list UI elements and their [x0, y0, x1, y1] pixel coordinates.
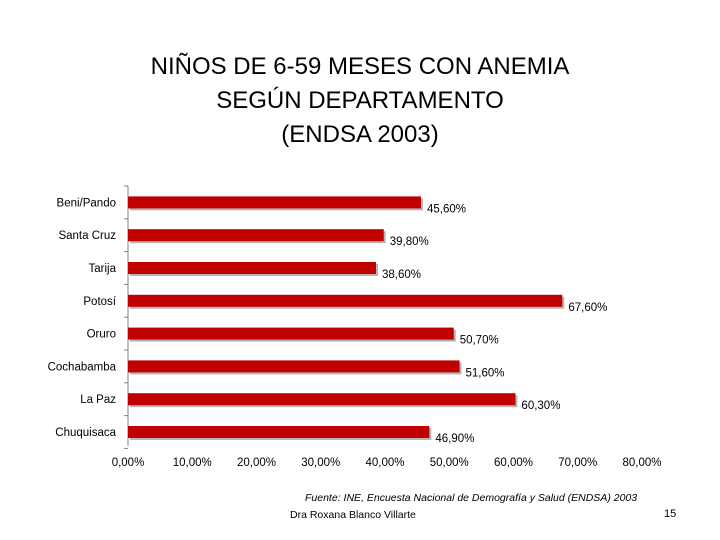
- x-tick-label: 70,00%: [558, 457, 597, 469]
- title-line-1: NIÑOS DE 6-59 MESES CON ANEMIA: [150, 53, 570, 80]
- category-label: La Paz: [80, 394, 116, 406]
- bar-beni-pando: [128, 196, 421, 209]
- bar-chuquisaca: [128, 426, 430, 438]
- x-tick-label: 0,00%: [112, 457, 145, 469]
- x-tick-label: 60,00%: [494, 457, 533, 469]
- title-line-2: SEGÚN DEPARTAMENTO: [216, 87, 504, 114]
- x-tick-label: 30,00%: [301, 457, 340, 469]
- bar-tarija: [128, 262, 377, 274]
- category-label: Cochabamba: [48, 361, 117, 373]
- value-label: 50,70%: [460, 335, 499, 347]
- x-tick-label: 10,00%: [173, 457, 212, 469]
- x-tick-label: 20,00%: [237, 457, 276, 469]
- x-tick-label: 40,00%: [365, 457, 404, 469]
- category-label: Potosí: [83, 296, 116, 308]
- source-note: Fuente: INE, Encuesta Nacional de Demogr…: [305, 492, 638, 504]
- category-label: Tarija: [89, 263, 117, 275]
- x-tick-label: 80,00%: [622, 457, 661, 469]
- bar-potos-: [128, 294, 563, 307]
- category-label: Oruro: [87, 329, 116, 341]
- value-label: 38,60%: [382, 269, 421, 281]
- bar-oruro: [128, 327, 454, 340]
- category-label: Chuquisaca: [55, 427, 116, 439]
- bar-cochabamba: [128, 360, 460, 373]
- chart-title: NIÑOS DE 6-59 MESES CON ANEMIA SEGÚN DEP…: [0, 50, 720, 152]
- value-label: 39,80%: [390, 236, 429, 248]
- value-label: 67,60%: [568, 302, 607, 314]
- bar-la-paz: [128, 393, 516, 406]
- value-label: 60,30%: [521, 400, 560, 412]
- author-credit: Dra Roxana Blanco Villarte: [290, 509, 416, 521]
- x-tick-label: 50,00%: [430, 457, 469, 469]
- category-label: Santa Cruz: [58, 230, 116, 242]
- bar-santa-cruz: [128, 229, 384, 242]
- value-label: 45,60%: [427, 203, 466, 215]
- value-label: 51,60%: [466, 367, 505, 379]
- category-label: Beni/Pando: [57, 197, 116, 209]
- title-line-3: (ENDSA 2003): [281, 121, 439, 148]
- page-number: 15: [664, 508, 677, 520]
- value-label: 46,90%: [435, 433, 474, 445]
